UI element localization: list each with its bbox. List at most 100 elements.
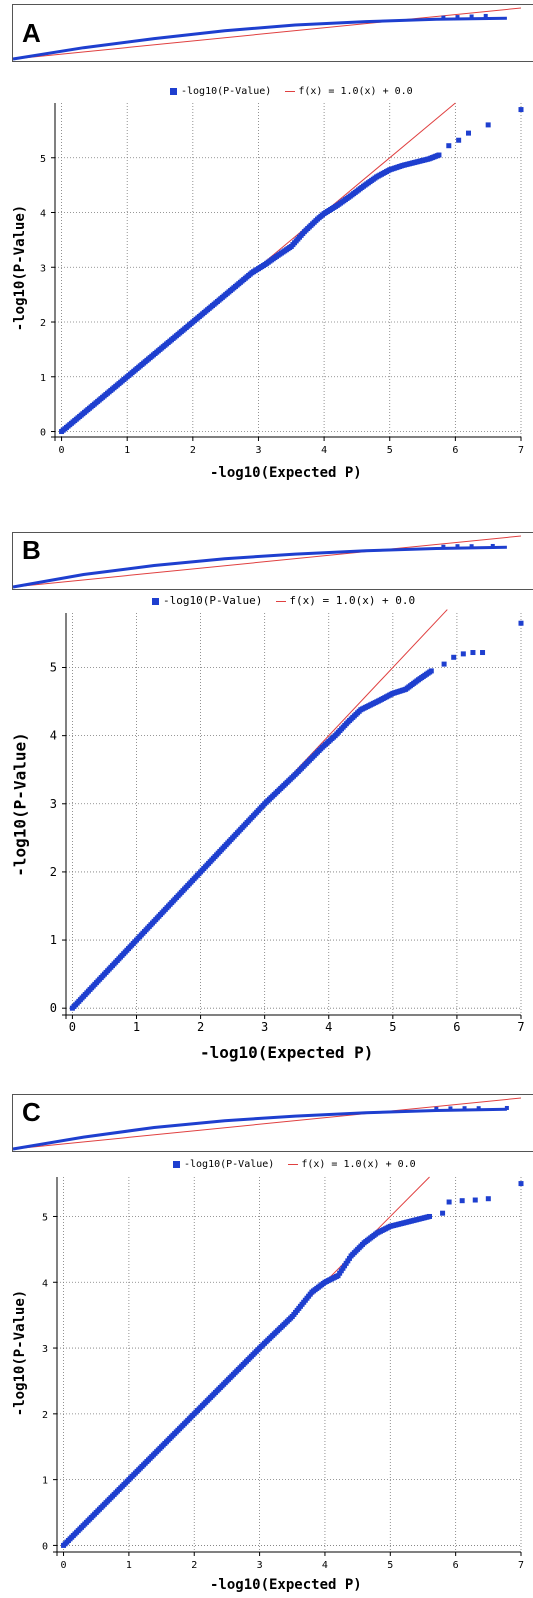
qq-panel-c: C -log10(P-Value) f(x) = 1.0(x) + 0.0 -lo…	[0, 1085, 533, 1598]
legend-label-observed: -log10(P-Value)	[184, 1159, 275, 1170]
legend-marker-observed	[170, 87, 177, 95]
qq-plot-b: 0 1 2 3 4 5 6 7 0 1 2 3 4 5	[12, 535, 525, 1034]
data-point	[446, 1199, 452, 1205]
strip-data-point	[455, 544, 460, 549]
strip-observed-line	[12, 16, 507, 61]
data-point	[485, 1196, 491, 1202]
data-point	[436, 152, 442, 158]
legend: -log10(P-Value) f(x) = 1.0(x) + 0.0	[152, 594, 415, 607]
legend-marker-observed	[152, 597, 159, 605]
x-tick-label: 7	[518, 1560, 524, 1571]
data-point	[456, 137, 462, 143]
data-point	[472, 1197, 478, 1203]
strip-data-point	[476, 1106, 481, 1111]
y-tick-label: 1	[50, 933, 57, 947]
x-tick-label: 2	[190, 445, 196, 456]
legend-marker-observed	[173, 1160, 180, 1168]
x-tick-label: 2	[197, 1020, 204, 1034]
x-tick-label: 1	[124, 445, 130, 456]
qq-panel-a: A -log10(P-Value) f(x) = 1.0(x) + 0.0 -lo…	[0, 0, 533, 485]
y-tick-label: 5	[40, 154, 46, 165]
strip-fit-line	[12, 1097, 522, 1150]
legend-label-observed: -log10(P-Value)	[181, 86, 272, 97]
x-tick-label: 3	[261, 1020, 268, 1034]
legend-label-fit: f(x) = 1.0(x) + 0.0	[301, 1159, 416, 1170]
x-tick-label: 1	[126, 1560, 132, 1571]
strip-data-point	[441, 15, 446, 20]
legend-label-fit: f(x) = 1.0(x) + 0.0	[298, 86, 413, 97]
strip-data-point	[434, 1106, 439, 1111]
x-tick-label: 2	[191, 1560, 197, 1571]
x-tick-label: 6	[452, 445, 458, 456]
strip-observed-line	[12, 545, 507, 589]
y-tick-label: 3	[50, 797, 57, 811]
y-tick-label: 4	[50, 729, 57, 743]
x-tick-label: 4	[322, 1560, 328, 1571]
x-tick-label: 0	[61, 1560, 67, 1571]
legend-label-fit: f(x) = 1.0(x) + 0.0	[289, 594, 416, 607]
x-tick-label: 4	[325, 1020, 332, 1034]
data-point	[428, 668, 434, 674]
x-tick-label: 7	[518, 445, 524, 456]
x-tick-label: 6	[453, 1020, 460, 1034]
x-tick-label: 3	[255, 445, 261, 456]
strip-data-point	[483, 13, 488, 18]
strip-data-point	[469, 544, 474, 549]
panel-label: C	[22, 1097, 41, 1127]
strip-data-point	[469, 14, 474, 19]
legend-marker-fit	[288, 1163, 299, 1165]
y-tick-label: 1	[42, 1476, 48, 1487]
data-point	[446, 143, 452, 149]
y-tick-label: 2	[40, 318, 46, 329]
y-tick-label: 0	[40, 428, 46, 439]
x-tick-label: 5	[389, 1020, 396, 1034]
qq-panel-b: B -log10(P-Value) f(x) = 1.0(x) + 0.0 -lo…	[0, 530, 533, 1065]
data-point	[441, 661, 447, 667]
legend: -log10(P-Value) f(x) = 1.0(x) + 0.0	[170, 86, 413, 97]
data-point	[518, 620, 524, 626]
x-axis-label: -log10(Expected P)	[200, 1043, 374, 1062]
legend-marker-fit	[285, 90, 296, 92]
data-point	[440, 1210, 446, 1216]
x-tick-label: 0	[69, 1020, 76, 1034]
y-tick-label: 2	[42, 1410, 48, 1421]
y-tick-label: 3	[42, 1344, 48, 1355]
panel-label: B	[22, 535, 41, 565]
data-point	[470, 650, 476, 656]
legend: -log10(P-Value) f(x) = 1.0(x) + 0.0	[173, 1159, 416, 1170]
x-tick-label: 4	[321, 445, 327, 456]
panel-label: A	[22, 18, 41, 48]
y-tick-label: 0	[50, 1001, 57, 1015]
strip-fit-line	[12, 7, 522, 60]
y-tick-label: 3	[40, 263, 46, 274]
data-point	[451, 654, 457, 660]
legend-label-observed: -log10(P-Value)	[163, 594, 263, 607]
strip-data-point	[455, 15, 460, 20]
y-tick-label: 5	[50, 661, 57, 675]
y-tick-label: 2	[50, 865, 57, 879]
data-point	[460, 651, 466, 657]
strip-data-point	[448, 1106, 453, 1111]
data-point	[480, 650, 486, 656]
x-tick-label: 5	[387, 445, 393, 456]
x-axis-label: -log10(Expected P)	[210, 1577, 362, 1593]
x-tick-label: 6	[453, 1560, 459, 1571]
y-tick-label: 0	[42, 1541, 48, 1552]
data-point	[427, 1213, 433, 1219]
y-tick-label: 4	[42, 1278, 48, 1289]
data-point	[459, 1198, 465, 1204]
strip-fit-line	[12, 535, 522, 588]
legend-marker-fit	[276, 600, 287, 602]
data-point	[518, 107, 524, 113]
strip-data-point	[490, 543, 495, 548]
qq-plot-a: 0 1 2 3 4 5 6 7 0 1 2 3 4 5	[12, 7, 524, 456]
strip-data-point	[504, 1105, 509, 1110]
y-tick-label: 5	[42, 1212, 48, 1223]
x-axis-label: -log10(Expected P)	[210, 465, 362, 481]
x-tick-label: 1	[133, 1020, 140, 1034]
qq-plot-c: 0 1 2 3 4 5 6 7 0 1 2 3 4 5	[12, 1097, 524, 1571]
data-point	[518, 1181, 524, 1187]
strip-observed-line	[12, 1107, 507, 1151]
x-tick-label: 0	[59, 445, 65, 456]
data-point	[485, 122, 491, 128]
